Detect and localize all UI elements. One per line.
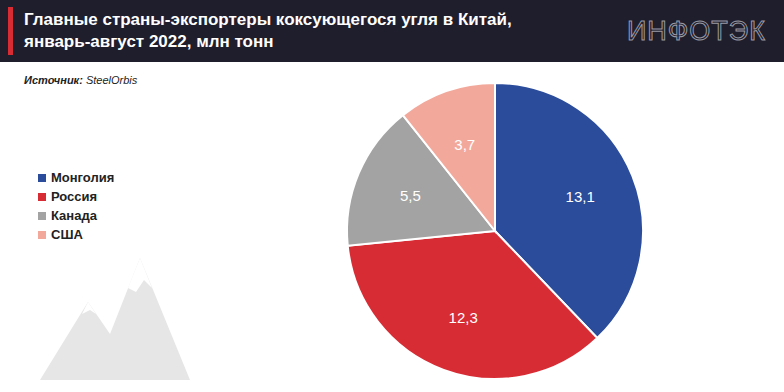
html-text:Главные страны-экспортеры кокс: Главные страны-экспортеры коксующегося у… [24,10,512,51]
html-text:Монголия: Монголия [51,170,115,185]
svg-text:5,5: 5,5 [400,187,421,204]
html-text:Россия: Россия [51,189,98,204]
svg-text:13,1: 13,1 [566,188,595,205]
html-text:Источник: SteelOrbis: Источник: SteelOrbis [24,74,138,86]
html-text:Канада: Канада [51,208,97,223]
html-text:США: США [51,227,83,242]
svg-text:12,3: 12,3 [449,309,478,326]
svg-text:3,7: 3,7 [454,136,475,153]
svg-text:ИНФОТЭК: ИНФОТЭК [627,16,766,46]
